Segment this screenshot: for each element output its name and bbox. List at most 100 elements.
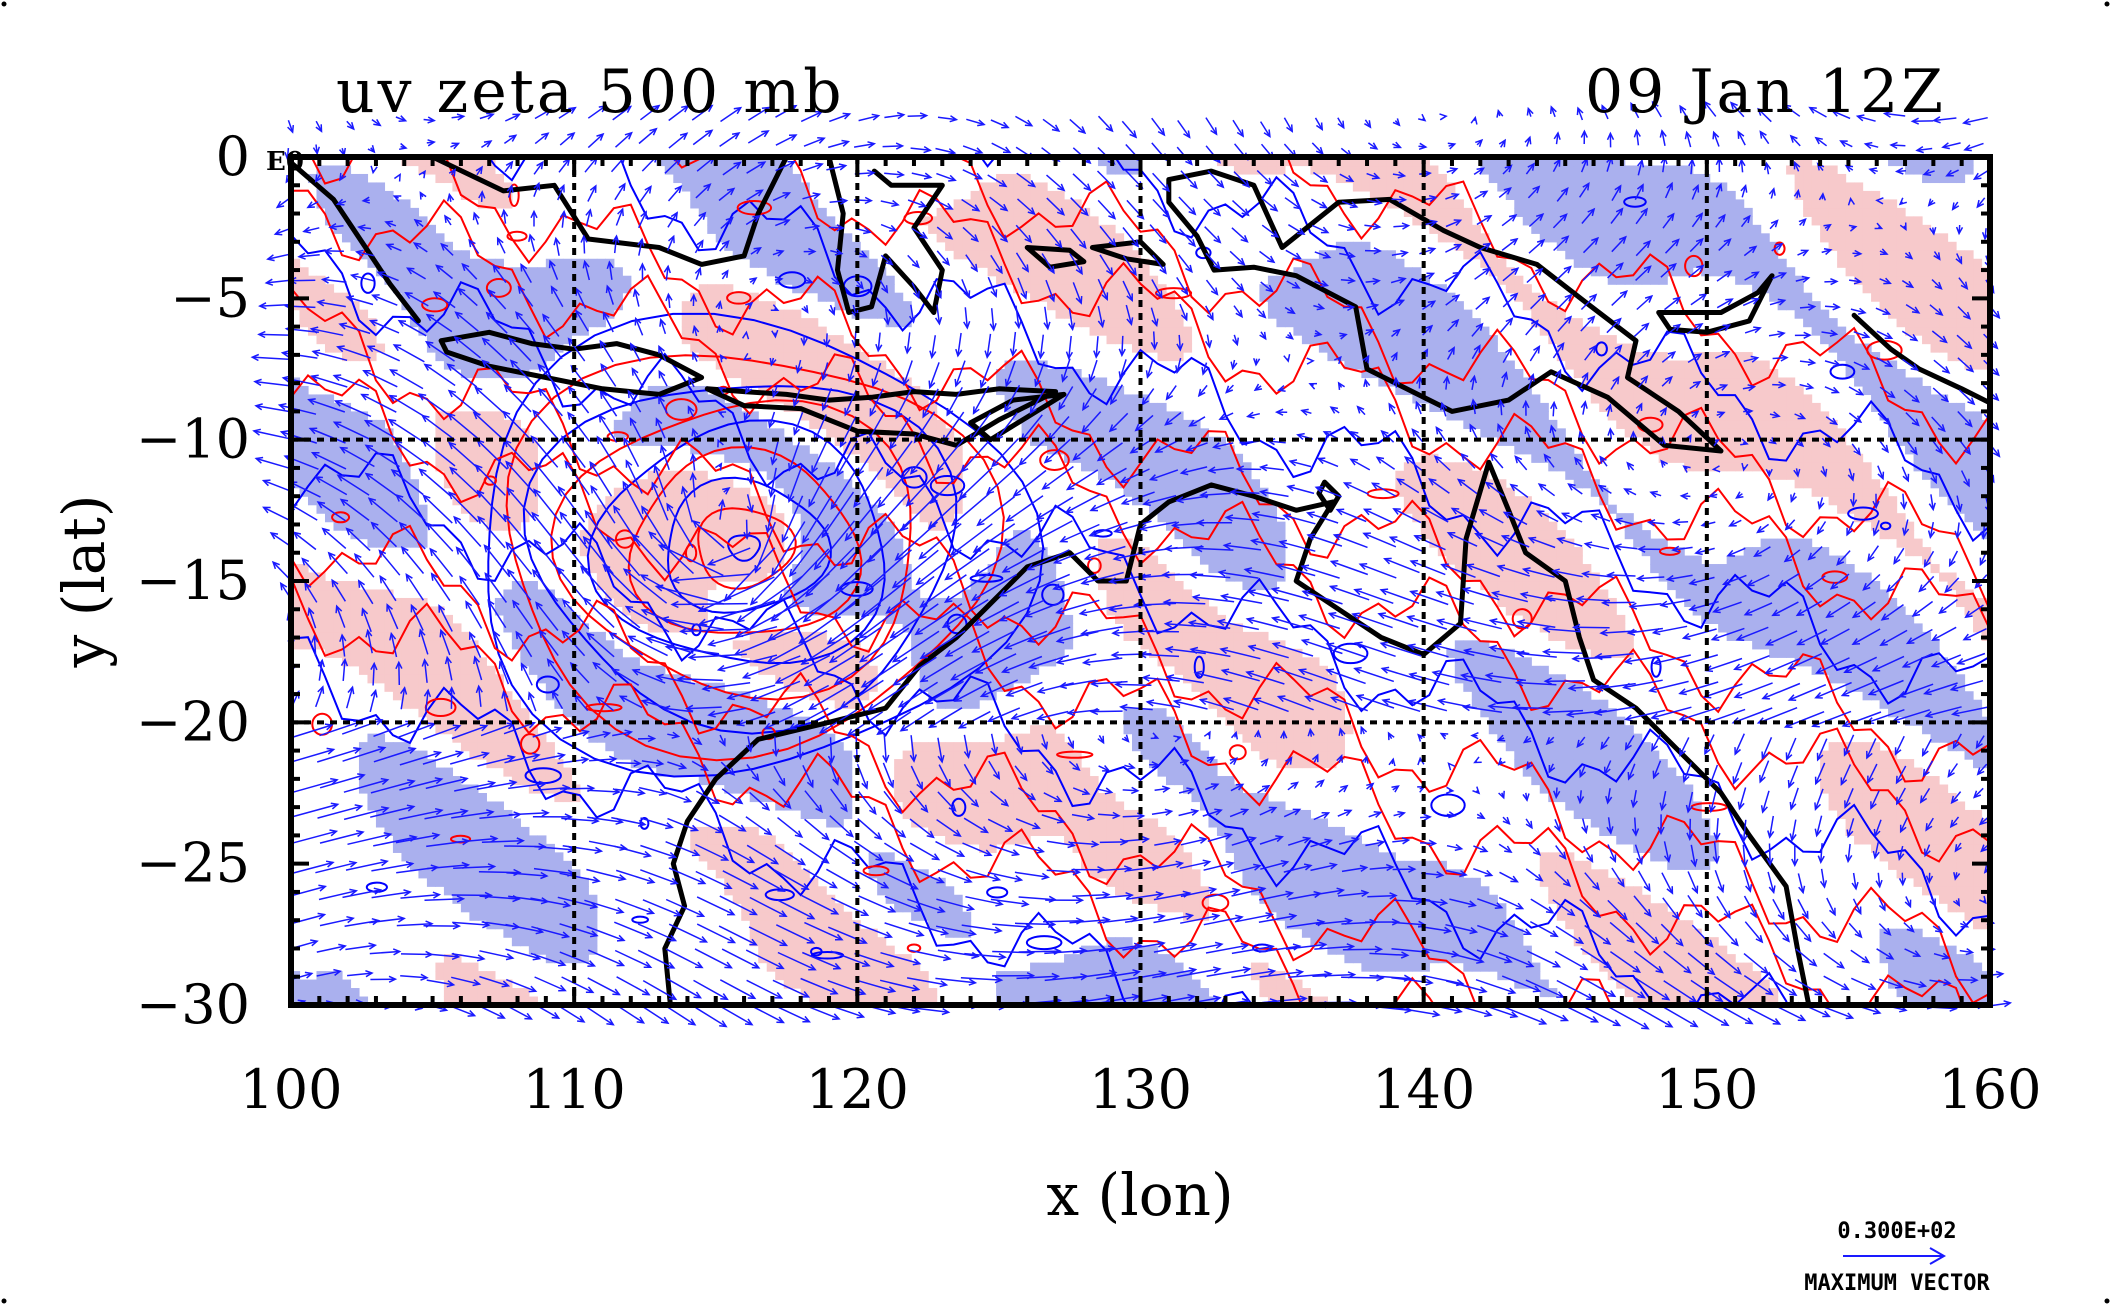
vorticity-cell xyxy=(409,631,420,641)
vorticity-cell xyxy=(1293,708,1303,718)
vorticity-cell xyxy=(1930,945,1940,955)
vorticity-cell xyxy=(1718,589,1728,599)
vorticity-cell xyxy=(1973,614,1983,624)
vorticity-cell xyxy=(1956,742,1966,752)
vorticity-cell xyxy=(1157,733,1167,743)
vorticity-cell xyxy=(664,581,674,591)
vorticity-cell xyxy=(732,776,742,786)
vorticity-cell xyxy=(1964,750,1974,760)
vorticity-cell xyxy=(732,708,742,718)
vorticity-cell xyxy=(1888,699,1898,709)
vorticity-cell xyxy=(562,648,572,658)
vorticity-cell xyxy=(800,979,810,989)
vorticity-cell xyxy=(1412,928,1422,938)
vorticity-cell xyxy=(494,835,504,845)
vorticity-cell xyxy=(1862,809,1872,820)
vorticity-cell xyxy=(1871,614,1881,624)
vorticity-cell xyxy=(741,903,751,913)
vorticity-cell xyxy=(1896,776,1906,786)
vorticity-cell xyxy=(1284,860,1295,870)
vorticity-cell xyxy=(486,877,496,887)
vorticity-cell xyxy=(1556,894,1566,904)
vorticity-cell xyxy=(350,648,360,658)
vorticity-cell xyxy=(1786,572,1796,582)
vorticity-cell xyxy=(1633,767,1643,777)
vorticity-cell xyxy=(1981,750,1990,760)
vorticity-cell xyxy=(545,750,555,760)
vorticity-cell xyxy=(1964,988,1974,998)
vorticity-cell xyxy=(511,750,521,760)
vorticity-cell xyxy=(1939,988,1949,998)
vorticity-cell xyxy=(945,674,955,684)
vorticity-cell xyxy=(1667,911,1677,921)
vorticity-cell xyxy=(1505,648,1515,658)
vorticity-cell xyxy=(1930,801,1940,811)
vorticity-cell xyxy=(1650,954,1660,964)
vorticity-cell xyxy=(1905,945,1915,955)
vorticity-cell xyxy=(350,996,360,1005)
vorticity-cell xyxy=(1522,699,1532,709)
vorticity-cell xyxy=(537,657,547,667)
vorticity-cell xyxy=(843,962,853,972)
vorticity-cell xyxy=(1310,920,1320,930)
vorticity-cell xyxy=(1505,572,1515,582)
vorticity-cell xyxy=(809,750,819,760)
vorticity-cell xyxy=(1157,657,1167,667)
vorticity-cell xyxy=(1684,581,1694,591)
vorticity-cell xyxy=(1862,597,1872,608)
vorticity-cell xyxy=(1115,614,1125,624)
vorticity-cell xyxy=(894,614,904,624)
vorticity-cell xyxy=(1191,903,1201,913)
vorticity-cell xyxy=(834,640,844,650)
vorticity-cell xyxy=(936,606,946,616)
vorticity-cell xyxy=(1098,869,1108,879)
vorticity-cell xyxy=(401,674,411,684)
vorticity-cell xyxy=(1930,971,1940,981)
vorticity-cell xyxy=(528,860,538,870)
vorticity-cell xyxy=(1692,928,1702,938)
vorticity-cell xyxy=(316,623,326,633)
vorticity-cell xyxy=(834,648,844,658)
vorticity-cell xyxy=(1021,606,1031,616)
vorticity-cell xyxy=(1259,631,1269,641)
vorticity-cell xyxy=(1888,648,1898,658)
vorticity-cell xyxy=(1182,903,1193,913)
vorticity-cell xyxy=(817,962,827,972)
vorticity-cell xyxy=(1828,640,1838,650)
vorticity-cell xyxy=(1701,826,1711,836)
vorticity-cell xyxy=(1862,640,1872,650)
vorticity-cell xyxy=(1123,843,1133,853)
vorticity-cell xyxy=(741,886,751,896)
vorticity-cell xyxy=(1055,793,1065,803)
vorticity-cell xyxy=(1216,648,1227,658)
vorticity-cell xyxy=(1488,674,1498,684)
vorticity-cell xyxy=(979,623,989,633)
vorticity-cell xyxy=(409,674,420,684)
vorticity-cell xyxy=(511,699,521,709)
vorticity-cell xyxy=(758,776,768,786)
vorticity-cell xyxy=(1590,809,1600,820)
vorticity-cell xyxy=(1310,843,1320,853)
vorticity-cell xyxy=(1038,606,1048,616)
vorticity-cell xyxy=(1964,869,1974,879)
vorticity-cell xyxy=(1310,826,1320,836)
vorticity-cell xyxy=(554,852,564,862)
vorticity-cell xyxy=(732,784,742,794)
vorticity-cell xyxy=(528,750,538,760)
vorticity-cell xyxy=(1132,809,1142,820)
vorticity-cell xyxy=(1310,911,1320,921)
vorticity-cell xyxy=(1089,860,1099,870)
vorticity-cell xyxy=(494,911,504,921)
vorticity-cell xyxy=(1565,793,1575,803)
vorticity-cell xyxy=(1055,962,1065,972)
vorticity-cell xyxy=(1658,903,1668,913)
vorticity-cell xyxy=(953,911,963,921)
vorticity-cell xyxy=(1573,801,1583,811)
vorticity-cell xyxy=(1811,657,1821,667)
vorticity-cell xyxy=(1930,869,1940,879)
vorticity-cell xyxy=(868,665,878,675)
vorticity-cell xyxy=(928,809,938,820)
vorticity-cell xyxy=(358,631,369,641)
vorticity-cell xyxy=(1335,733,1345,743)
vorticity-cell xyxy=(1403,937,1413,947)
